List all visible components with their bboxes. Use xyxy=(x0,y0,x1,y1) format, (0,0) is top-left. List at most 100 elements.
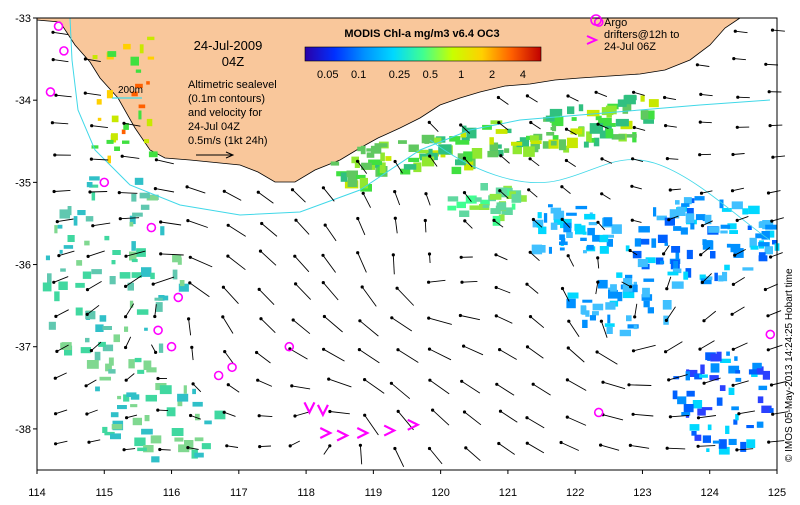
chlorophyll-pixel xyxy=(576,206,588,209)
velocity-vector-origin xyxy=(393,447,396,450)
coastal-chlorophyll-pixel xyxy=(112,116,119,123)
chlorophyll-pixel xyxy=(758,396,764,403)
shelf-chlorophyll-pixel xyxy=(496,129,508,134)
chlorophyll-pixel xyxy=(693,400,702,408)
chlorophyll-pixel xyxy=(117,396,121,399)
velocity-vector-origin xyxy=(54,94,57,97)
velocity-vector-origin xyxy=(736,96,739,99)
chlorophyll-pixel xyxy=(128,283,135,291)
velocity-vector-origin xyxy=(561,287,564,290)
velocity-vector-origin xyxy=(52,58,55,61)
velocity-vector-origin xyxy=(294,282,297,285)
velocity-vector-origin xyxy=(699,93,702,96)
velocity-vector-origin xyxy=(736,126,739,129)
velocity-vector-origin xyxy=(495,383,498,386)
velocity-vector-origin xyxy=(664,124,667,127)
chlorophyll-pixel xyxy=(512,204,516,210)
argo-legend-line-2: drifters@12h to xyxy=(604,29,679,41)
velocity-vector-origin xyxy=(464,446,467,449)
velocity-vector-origin xyxy=(737,412,740,415)
velocity-vector-origin xyxy=(154,187,157,190)
chlorophyll-pixel xyxy=(582,300,592,303)
velocity-vector-origin xyxy=(764,63,767,66)
coastal-chlorophyll-pixel xyxy=(107,51,116,57)
y-tick-label: -37 xyxy=(15,342,31,354)
chlorophyll-pixel xyxy=(538,212,542,218)
shelf-chlorophyll-pixel xyxy=(504,148,509,153)
shelf-chlorophyll-pixel xyxy=(455,140,469,145)
chlorophyll-pixel xyxy=(757,368,764,374)
velocity-vector-origin xyxy=(565,159,568,162)
chlorophyll-pixel xyxy=(68,206,72,215)
coastal-chlorophyll-pixel xyxy=(149,151,158,157)
chlorophyll-pixel xyxy=(64,245,73,249)
velocity-vector-origin xyxy=(698,153,701,156)
velocity-vector-origin xyxy=(703,382,706,385)
chlorophyll-pixel xyxy=(124,327,128,332)
velocity-vector-origin xyxy=(498,348,501,351)
velocity-vector-origin xyxy=(428,155,431,158)
coastal-chlorophyll-pixel xyxy=(131,57,140,66)
chlorophyll-pixel xyxy=(130,404,137,407)
chlorophyll-pixel xyxy=(731,406,739,410)
chlorophyll-pixel xyxy=(470,205,481,210)
chlorophyll-pixel xyxy=(599,235,608,242)
x-tick-label: 125 xyxy=(768,487,786,499)
shelf-chlorophyll-pixel xyxy=(489,137,494,144)
chlorophyll-pixel xyxy=(575,225,586,234)
chlorophyll-pixel xyxy=(46,256,50,261)
chlorophyll-pixel xyxy=(686,371,690,380)
velocity-vector-origin xyxy=(771,29,774,32)
chlorophyll-pixel xyxy=(746,439,755,448)
chlorophyll-pixel xyxy=(589,222,597,225)
velocity-vector-origin xyxy=(463,157,466,160)
chlorophyll-pixel xyxy=(690,222,694,229)
shelf-chlorophyll-pixel xyxy=(463,151,472,161)
velocity-vector-origin xyxy=(595,91,598,94)
chlorophyll-pixel xyxy=(607,315,610,324)
velocity-vector-origin xyxy=(734,30,737,33)
chlorophyll-pixel xyxy=(587,228,595,235)
shelf-chlorophyll-pixel xyxy=(404,164,417,170)
colorbar-tick-label: 2 xyxy=(489,69,495,81)
chlorophyll-pixel xyxy=(561,238,566,243)
chlorophyll-pixel xyxy=(635,238,641,246)
chlorophyll-pixel xyxy=(145,415,150,421)
coastal-chlorophyll-pixel xyxy=(147,119,153,126)
velocity-vector-origin xyxy=(359,444,362,447)
velocity-vector-origin xyxy=(667,218,670,221)
velocity-vector-origin xyxy=(186,185,189,188)
velocity-vector-origin xyxy=(221,315,224,318)
chlorophyll-pixel xyxy=(687,391,695,397)
coastal-chlorophyll-pixel xyxy=(122,130,126,135)
velocity-vector-origin xyxy=(629,444,632,447)
velocity-vector-origin xyxy=(526,345,529,348)
x-tick-label: 117 xyxy=(230,487,248,499)
velocity-vector-origin xyxy=(321,254,324,257)
shelf-chlorophyll-pixel xyxy=(422,157,434,167)
velocity-vector-origin xyxy=(85,384,88,387)
chlorophyll-pixel xyxy=(131,241,136,251)
shelf-chlorophyll-pixel xyxy=(616,119,629,127)
chlorophyll-pixel xyxy=(583,250,587,253)
coastal-chlorophyll-pixel xyxy=(144,139,149,143)
chlorophyll-pixel xyxy=(77,210,85,215)
chlorophyll-pixel xyxy=(644,301,650,308)
velocity-vector-origin xyxy=(566,416,569,419)
chlorophyll-pixel xyxy=(699,374,708,377)
colorbar-tick-label: 4 xyxy=(520,69,526,81)
chlorophyll-pixel xyxy=(643,279,654,282)
chlorophyll-pixel xyxy=(590,315,596,320)
shelf-chlorophyll-pixel xyxy=(546,116,555,122)
coastal-chlorophyll-pixel xyxy=(97,99,102,105)
chlorophyll-pixel xyxy=(681,227,688,234)
velocity-vector-origin xyxy=(259,250,262,253)
chlorophyll-pixel xyxy=(85,338,90,342)
velocity-vector-origin xyxy=(600,320,603,323)
chlorophyll-pixel xyxy=(734,356,737,361)
chlorophyll-pixel xyxy=(725,426,729,434)
velocity-vector-origin xyxy=(124,346,127,349)
chlorophyll-pixel xyxy=(642,288,650,298)
chlorophyll-pixel xyxy=(490,194,502,200)
velocity-vector-origin xyxy=(699,253,702,256)
